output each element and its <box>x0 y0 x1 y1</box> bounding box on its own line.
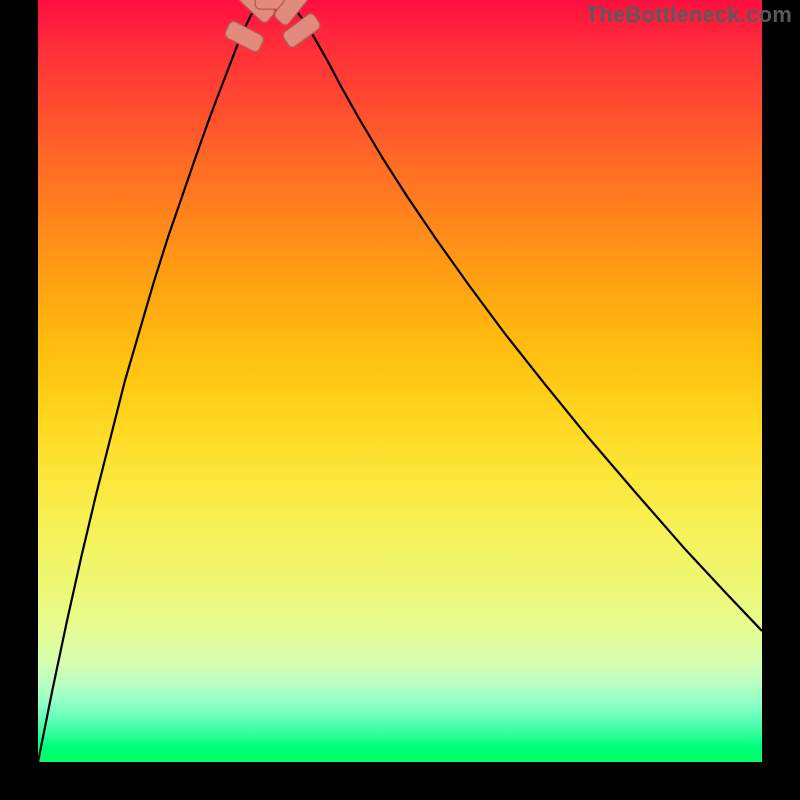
watermark-text: TheBottleneck.com <box>586 2 792 28</box>
bottleneck-curve-segment <box>38 0 268 762</box>
plot-area <box>38 0 762 762</box>
curve-marker <box>224 20 265 54</box>
bottleneck-curve-segment <box>281 0 762 631</box>
chart-frame: TheBottleneck.com <box>0 0 800 800</box>
curve-layer <box>38 0 762 762</box>
